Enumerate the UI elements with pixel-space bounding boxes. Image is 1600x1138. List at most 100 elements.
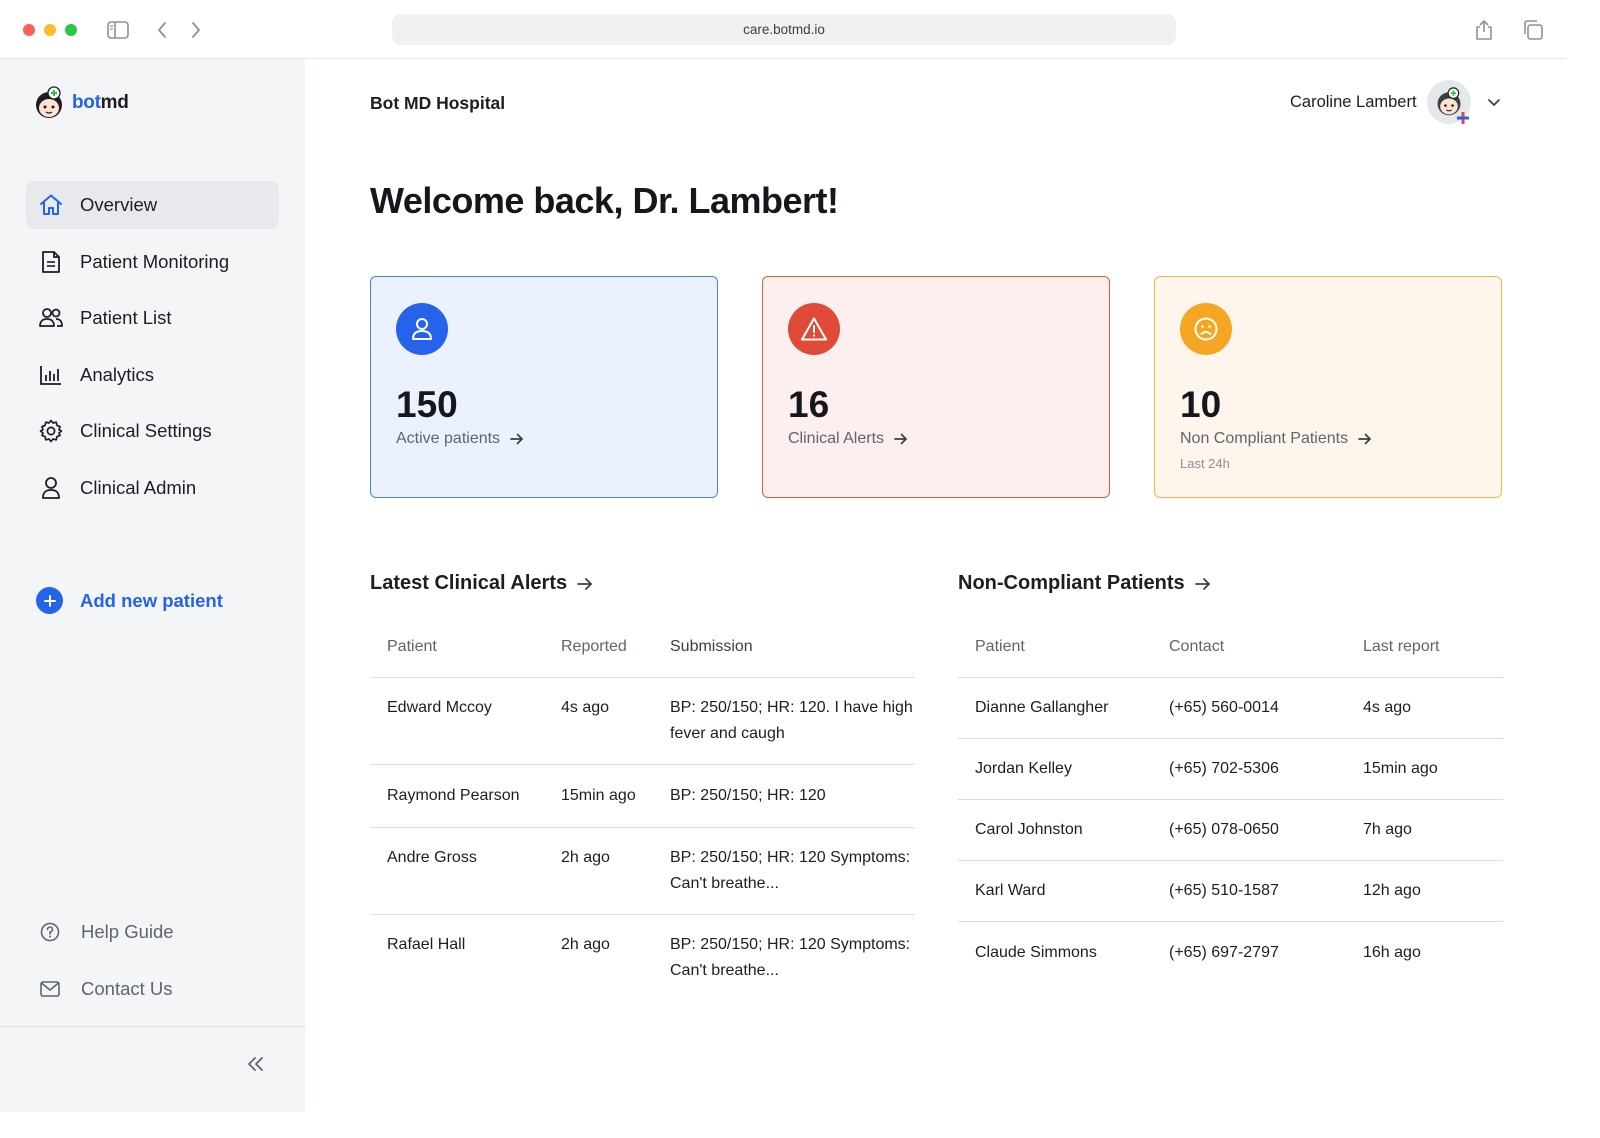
home-icon (38, 192, 64, 218)
sidebar-item-patient-monitoring[interactable]: Patient Monitoring (26, 238, 279, 286)
table-row[interactable]: Jordan Kelley (+65) 702-5306 15min ago (958, 739, 1503, 800)
sidebar-item-clinical-admin[interactable]: Clinical Admin (26, 464, 279, 512)
card-label-text: Clinical Alerts (788, 430, 885, 447)
patient-name: Karl Ward (975, 882, 1046, 899)
address-bar[interactable]: care.botmd.io (392, 14, 1176, 45)
help-guide-link[interactable]: Help Guide (38, 920, 174, 944)
table-row[interactable]: Carol Johnston (+65) 078-0650 7h ago (958, 800, 1503, 861)
patient-name: Carol Johnston (975, 821, 1083, 838)
hospital-name: Bot MD Hospital (370, 93, 506, 113)
back-icon[interactable] (150, 18, 174, 42)
submission-text: BP: 250/150; HR: 120 Symptoms: Can't bre… (670, 849, 911, 892)
non-compliant-patients-link[interactable]: Non-Compliant Patients (958, 572, 1211, 595)
sidebar-item-analytics[interactable]: Analytics (26, 351, 279, 399)
doctor-avatar-icon (1437, 87, 1461, 116)
last-report-time: 12h ago (1363, 882, 1421, 899)
latest-clinical-alerts-link[interactable]: Latest Clinical Alerts (370, 572, 593, 595)
card-label: Non Compliant Patients (1180, 430, 1501, 448)
reported-time: 4s ago (561, 699, 610, 716)
avatar[interactable] (1426, 80, 1471, 124)
card-label-text: Active patients (396, 430, 501, 447)
add-new-patient-button[interactable]: Add new patient (36, 587, 223, 614)
contact-us-link[interactable]: Contact Us (38, 977, 173, 1001)
reported-time: 2h ago (561, 849, 610, 866)
table-header: Patient Contact Last report (958, 616, 1503, 678)
arrow-right-icon (1358, 433, 1372, 445)
chevron-down-icon[interactable] (1485, 93, 1503, 111)
table-row[interactable]: Karl Ward (+65) 510-1587 12h ago (958, 861, 1503, 922)
warning-icon (788, 303, 840, 355)
submission-text: BP: 250/150; HR: 120. I have high fever … (670, 699, 913, 742)
sidebar-item-overview[interactable]: Overview (26, 181, 279, 229)
submission-text: BP: 250/150; HR: 120 Symptoms: Can't bre… (670, 936, 911, 979)
table-row[interactable]: Dianne Gallangher (+65) 560-0014 4s ago (958, 678, 1503, 739)
logo-text: botmd (72, 92, 129, 113)
table-row[interactable]: Edward Mccoy 4s ago BP: 250/150; HR: 120… (370, 678, 915, 765)
minimize-window-button[interactable] (44, 24, 56, 36)
clinical-alerts-card[interactable]: 16 Clinical Alerts (762, 276, 1110, 498)
last-report-time: 16h ago (1363, 943, 1421, 961)
mail-icon (38, 977, 62, 1001)
table-row[interactable]: Andre Gross 2h ago BP: 250/150; HR: 120 … (370, 828, 915, 915)
arrow-right-icon (510, 433, 524, 445)
user-icon (38, 475, 64, 501)
collapse-sidebar-icon[interactable] (244, 1052, 268, 1076)
contact-number: (+65) 078-0650 (1169, 821, 1279, 838)
contact-number: (+65) 697-2797 (1169, 943, 1279, 961)
column-header[interactable]: Patient (387, 637, 437, 655)
welcome-heading: Welcome back, Dr. Lambert! (370, 180, 839, 221)
user-menu[interactable]: Caroline Lambert (1290, 80, 1503, 124)
user-name: Caroline Lambert (1290, 92, 1417, 111)
sidebar-item-label: Overview (80, 194, 158, 215)
contact-number: (+65) 560-0014 (1169, 699, 1279, 716)
column-header[interactable]: Patient (975, 637, 1025, 655)
last-report-time: 4s ago (1363, 699, 1412, 716)
sidebar-toggle-icon[interactable] (106, 18, 130, 42)
patient-name: Dianne Gallangher (975, 699, 1109, 716)
tabs-overview-icon[interactable] (1521, 18, 1545, 42)
sidebar-item-patient-list[interactable]: Patient List (26, 294, 279, 342)
sidebar-item-clinical-settings[interactable]: Clinical Settings (26, 407, 279, 455)
contact-number: (+65) 702-5306 (1169, 760, 1279, 777)
help-guide-label: Help Guide (81, 921, 174, 942)
card-value: 150 (396, 384, 458, 425)
sidebar: botmd Overview Patient Monitoring Patien… (0, 59, 305, 1112)
sidebar-item-label: Analytics (80, 363, 155, 385)
card-value: 10 (1180, 384, 1222, 425)
gear-icon (38, 418, 64, 444)
help-circle-icon (38, 920, 62, 944)
bar-chart-icon (38, 362, 64, 388)
forward-icon[interactable] (184, 18, 208, 42)
share-icon[interactable] (1472, 18, 1496, 42)
column-header[interactable]: Contact (1169, 637, 1225, 655)
reported-time: 15min ago (561, 787, 636, 804)
maximize-window-button[interactable] (65, 24, 77, 36)
plus-icon (36, 587, 63, 614)
contact-us-label: Contact Us (81, 978, 173, 999)
sidebar-nav: Overview Patient Monitoring Patient List… (26, 181, 279, 521)
column-header[interactable]: Last report (1363, 637, 1440, 655)
submission-text: BP: 250/150; HR: 120 (670, 787, 826, 804)
reported-time: 2h ago (561, 936, 610, 953)
sidebar-item-label: Patient Monitoring (80, 250, 230, 272)
sidebar-divider (0, 1026, 305, 1027)
non-compliant-card[interactable]: 10 Non Compliant Patients Last 24h (1154, 276, 1502, 498)
active-patients-card[interactable]: 150 Active patients (370, 276, 718, 498)
users-icon (38, 305, 64, 331)
patient-name: Jordan Kelley (975, 760, 1072, 777)
last-report-time: 7h ago (1363, 821, 1412, 838)
card-sub: Last 24h (1180, 456, 1230, 471)
arrow-right-icon (577, 577, 593, 591)
column-header[interactable]: Reported (561, 637, 627, 655)
table-row[interactable]: Rafael Hall 2h ago BP: 250/150; HR: 120 … (370, 915, 915, 1001)
botmd-logo[interactable]: botmd (32, 85, 129, 121)
sad-face-icon (1180, 303, 1232, 355)
last-report-time: 15min ago (1363, 760, 1438, 777)
close-window-button[interactable] (23, 24, 35, 36)
card-label: Clinical Alerts (788, 430, 1109, 448)
document-icon (38, 249, 64, 275)
table-row[interactable]: Raymond Pearson 15min ago BP: 250/150; H… (370, 765, 915, 828)
clinical-alerts-table: Patient Reported Submission Edward Mccoy… (370, 616, 915, 1001)
table-row[interactable]: Claude Simmons (+65) 697-2797 16h ago (958, 922, 1503, 983)
column-header[interactable]: Submission (670, 637, 753, 655)
